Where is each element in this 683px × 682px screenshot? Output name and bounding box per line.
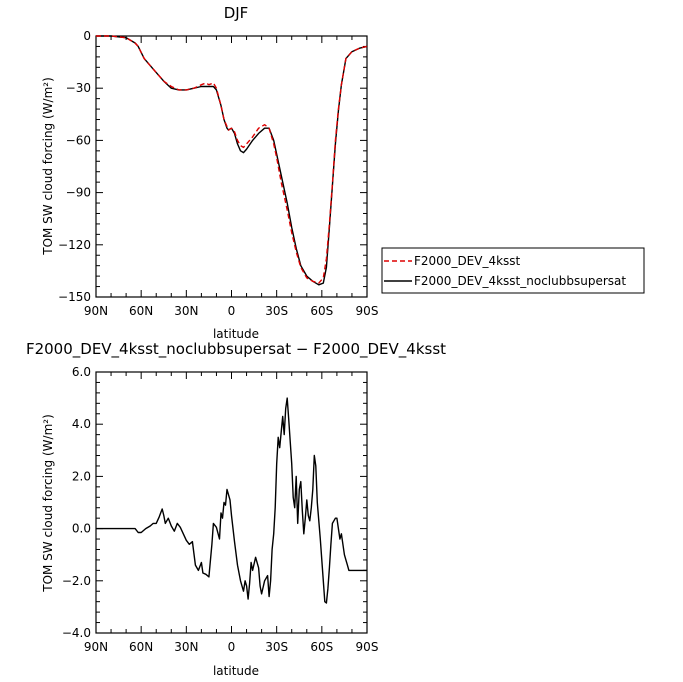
top-x-tick-label: 0: [228, 304, 236, 318]
top-series-line-1: [96, 35, 368, 284]
bottom-x-tick-label: 0: [228, 640, 236, 654]
bottom-x-axis-label: latitude: [213, 664, 259, 678]
bottom-x-tick-label: 30N: [174, 640, 198, 654]
top-series: [96, 35, 368, 286]
top-x-tick-label: 60S: [310, 304, 333, 318]
top-x-tick-label: 30N: [174, 304, 198, 318]
top-series-line-2: [96, 35, 368, 286]
bottom-x-tick-label: 60S: [310, 640, 333, 654]
bottom-y-tick-label: 2.0: [72, 469, 91, 483]
bottom-axes: 90N 60N 30N 0 30S 60S 90S 6.0 4.0 2.0 0.0 −2.0 −4.0: [62, 365, 379, 654]
bottom-y-tick-label: −2.0: [62, 574, 91, 588]
top-y-axis-label: TOM SW cloud forcing (W/m²): [41, 77, 55, 256]
bottom-title: F2000_DEV_4ksst_noclubbsupersat − F2000_…: [26, 340, 446, 359]
bottom-series-line-1: [96, 397, 367, 604]
bottom-y-axis-label: TOM SW cloud forcing (W/m²): [41, 414, 55, 593]
bottom-y-tick-label: 0.0: [72, 522, 91, 536]
bottom-y-tick-label: 6.0: [72, 365, 91, 379]
bottom-x-tick-label: 60N: [129, 640, 153, 654]
top-x-tick-label: 30S: [265, 304, 288, 318]
bottom-y-tick-label: −4.0: [62, 626, 91, 640]
top-x-tick-label: 90N: [84, 304, 108, 318]
bottom-series: [96, 397, 367, 604]
bottom-x-tick-label: 30S: [265, 640, 288, 654]
top-y-tick-label: −30: [66, 81, 91, 95]
top-x-axis-label: latitude: [213, 327, 259, 341]
top-axes: 90N 60N 30N 0 30S 60S 90S 0 −30 −60 −90 −120 −150: [58, 29, 378, 318]
top-title: DJF: [224, 4, 249, 22]
bottom-y-tick-label: 4.0: [72, 417, 91, 431]
top-y-tick-label: 0: [83, 29, 91, 43]
top-x-tick-label: 60N: [129, 304, 153, 318]
bottom-x-tick-label: 90S: [356, 640, 379, 654]
legend-label-series-2: F2000_DEV_4ksst_noclubbsupersat: [414, 274, 626, 288]
top-y-tick-label: −90: [66, 186, 91, 200]
top-y-tick-label: −150: [58, 290, 91, 304]
top-y-tick-label: −60: [66, 133, 91, 147]
legend: F2000_DEV_4ksst F2000_DEV_4ksst_noclubbs…: [381, 247, 645, 294]
top-x-tick-label: 90S: [356, 304, 379, 318]
bottom-panel: F2000_DEV_4ksst_noclubbsupersat − F2000_…: [26, 340, 446, 678]
top-y-tick-label: −120: [58, 238, 91, 252]
bottom-x-tick-label: 90N: [84, 640, 108, 654]
legend-label-series-1: F2000_DEV_4ksst: [414, 254, 521, 268]
bottom-plot-frame: [95, 371, 368, 634]
legend-box: [381, 247, 645, 294]
top-panel: DJF 90N 60N 30N 0 30S 60S 90S 0 −30 −60 −90 −120 −15…: [41, 4, 645, 341]
